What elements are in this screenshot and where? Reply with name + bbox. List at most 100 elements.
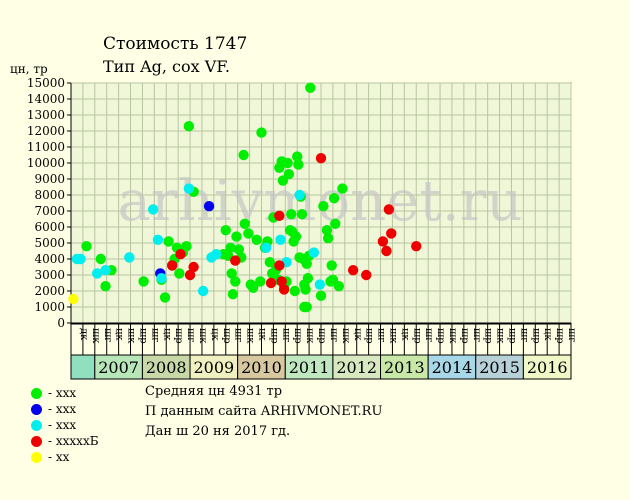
quarter-label-17: шг bbox=[280, 328, 291, 343]
year-label-2015: 2015 bbox=[479, 358, 520, 377]
quarter-label-11: цк bbox=[209, 328, 220, 341]
point-s3-17 bbox=[411, 241, 422, 252]
point-s0-71 bbox=[326, 260, 337, 271]
quarter-label-10: шк bbox=[197, 328, 208, 344]
quarter-label-8: шр bbox=[173, 328, 184, 344]
quarter-label-20: шр bbox=[316, 328, 327, 344]
year-cell-2016 bbox=[522, 354, 572, 380]
tick-label-y-9: 9000 bbox=[34, 172, 65, 186]
quarter-label-9: шг bbox=[185, 328, 196, 343]
point-s0-66 bbox=[301, 301, 312, 313]
legend-item-3: - ххх bbox=[31, 418, 76, 432]
legend-item-2: - ххх bbox=[31, 402, 76, 416]
point-s3-14 bbox=[381, 245, 392, 257]
point-s0-68 bbox=[315, 290, 327, 301]
point-s0-4 bbox=[138, 276, 149, 287]
point-s0-78 bbox=[318, 201, 329, 212]
year-label-2013: 2013 bbox=[384, 358, 425, 377]
quarter-label-22: шк bbox=[340, 328, 351, 344]
point-s2-9 bbox=[197, 285, 209, 297]
year-label-2008: 2008 bbox=[146, 358, 187, 377]
point-s0-13 bbox=[181, 241, 192, 252]
tick-label-y-15: 15000 bbox=[27, 76, 65, 90]
point-s0-69 bbox=[321, 225, 333, 236]
point-s0-11 bbox=[174, 268, 185, 279]
watermark: arhivmonet.ru bbox=[118, 169, 523, 234]
point-s0-20 bbox=[226, 268, 237, 279]
quarter-label-16: шр bbox=[268, 328, 279, 344]
point-s2-15 bbox=[294, 189, 305, 201]
year-cell-start bbox=[70, 354, 96, 380]
year-label-2012: 2012 bbox=[336, 358, 377, 377]
point-s0-70 bbox=[322, 233, 334, 244]
point-s0-62 bbox=[301, 258, 312, 269]
point-s0-58 bbox=[296, 209, 308, 220]
point-s0-53 bbox=[290, 231, 302, 242]
quarter-label-28: шр bbox=[411, 328, 422, 344]
point-s2-2 bbox=[91, 268, 103, 279]
point-s0-36 bbox=[264, 257, 276, 268]
point-s0-65 bbox=[305, 82, 316, 94]
point-s3-7 bbox=[276, 276, 287, 287]
point-s2-12 bbox=[261, 242, 272, 253]
point-s0-17 bbox=[220, 225, 231, 236]
year-cell-2009 bbox=[189, 354, 239, 380]
quarter-label-29: шг bbox=[423, 328, 434, 343]
point-s2-11 bbox=[211, 249, 222, 260]
quarter-label-40: шр bbox=[554, 328, 565, 344]
legend-item-4: - хххххБ bbox=[31, 434, 99, 448]
note-average: Средняя цн 4931 тр bbox=[145, 384, 283, 399]
point-s0-21 bbox=[227, 289, 239, 300]
legend-label-1: - ххх bbox=[48, 386, 77, 400]
chart-subtitle: Тип Ag, сох VF. bbox=[103, 57, 231, 76]
quarter-label-31: шк bbox=[447, 328, 458, 344]
y-axis-label: цн, тр bbox=[10, 62, 48, 76]
quarter-label-24: шр bbox=[364, 328, 375, 344]
tick-label-y-0: 0 bbox=[57, 316, 65, 330]
year-cell-2013 bbox=[380, 354, 429, 380]
year-label-2007: 2007 bbox=[98, 358, 139, 377]
quarter-label-41: шг bbox=[566, 328, 577, 343]
point-s3-11 bbox=[347, 265, 359, 276]
point-s3-6 bbox=[274, 210, 285, 221]
point-s3-2 bbox=[184, 269, 196, 281]
legend-item-5: - хх bbox=[31, 450, 69, 464]
point-s0-31 bbox=[251, 234, 262, 245]
quarter-label-37: шг bbox=[518, 328, 529, 343]
tick-label-y-14: 14000 bbox=[27, 92, 65, 106]
quarter-label-38: шр bbox=[530, 328, 541, 344]
year-cell-2015 bbox=[475, 354, 524, 380]
point-s3-16 bbox=[386, 228, 397, 239]
year-label-2010: 2010 bbox=[241, 358, 282, 377]
legend-label-5: - хх bbox=[48, 450, 70, 464]
point-s0-0 bbox=[81, 241, 92, 252]
year-cell-2012 bbox=[332, 354, 382, 380]
quarter-label-26: шк bbox=[387, 328, 398, 344]
quarter-label-4: шк bbox=[126, 328, 137, 344]
year-label-2009: 2009 bbox=[193, 358, 234, 377]
point-s0-77 bbox=[328, 193, 340, 204]
point-s0-47 bbox=[283, 169, 295, 180]
point-s3-3 bbox=[188, 261, 199, 273]
quarter-label-19: шк bbox=[304, 328, 315, 344]
quarter-label-1: шк bbox=[90, 328, 101, 344]
point-s0-22 bbox=[230, 276, 241, 287]
year-cell-2011 bbox=[284, 354, 334, 380]
tick-label-y-8: 8000 bbox=[34, 188, 65, 202]
legend-label-2: - ххх bbox=[48, 402, 77, 416]
point-s3-4 bbox=[230, 255, 241, 266]
quarter-label-23: цк bbox=[352, 328, 363, 341]
legend-dot-4 bbox=[31, 435, 42, 447]
point-s0-24 bbox=[233, 244, 245, 255]
point-s0-32 bbox=[255, 276, 266, 287]
point-s3-0 bbox=[166, 260, 178, 271]
point-s4-0 bbox=[68, 293, 79, 305]
quarter-label-35: шк bbox=[495, 328, 506, 344]
point-s2-6 bbox=[152, 234, 164, 245]
tick-label-y-12: 12000 bbox=[27, 124, 65, 138]
point-s2-13 bbox=[275, 234, 286, 245]
legend-label-3: - ххх bbox=[48, 418, 77, 432]
year-cell-2007 bbox=[94, 354, 143, 380]
point-s0-26 bbox=[238, 149, 249, 161]
